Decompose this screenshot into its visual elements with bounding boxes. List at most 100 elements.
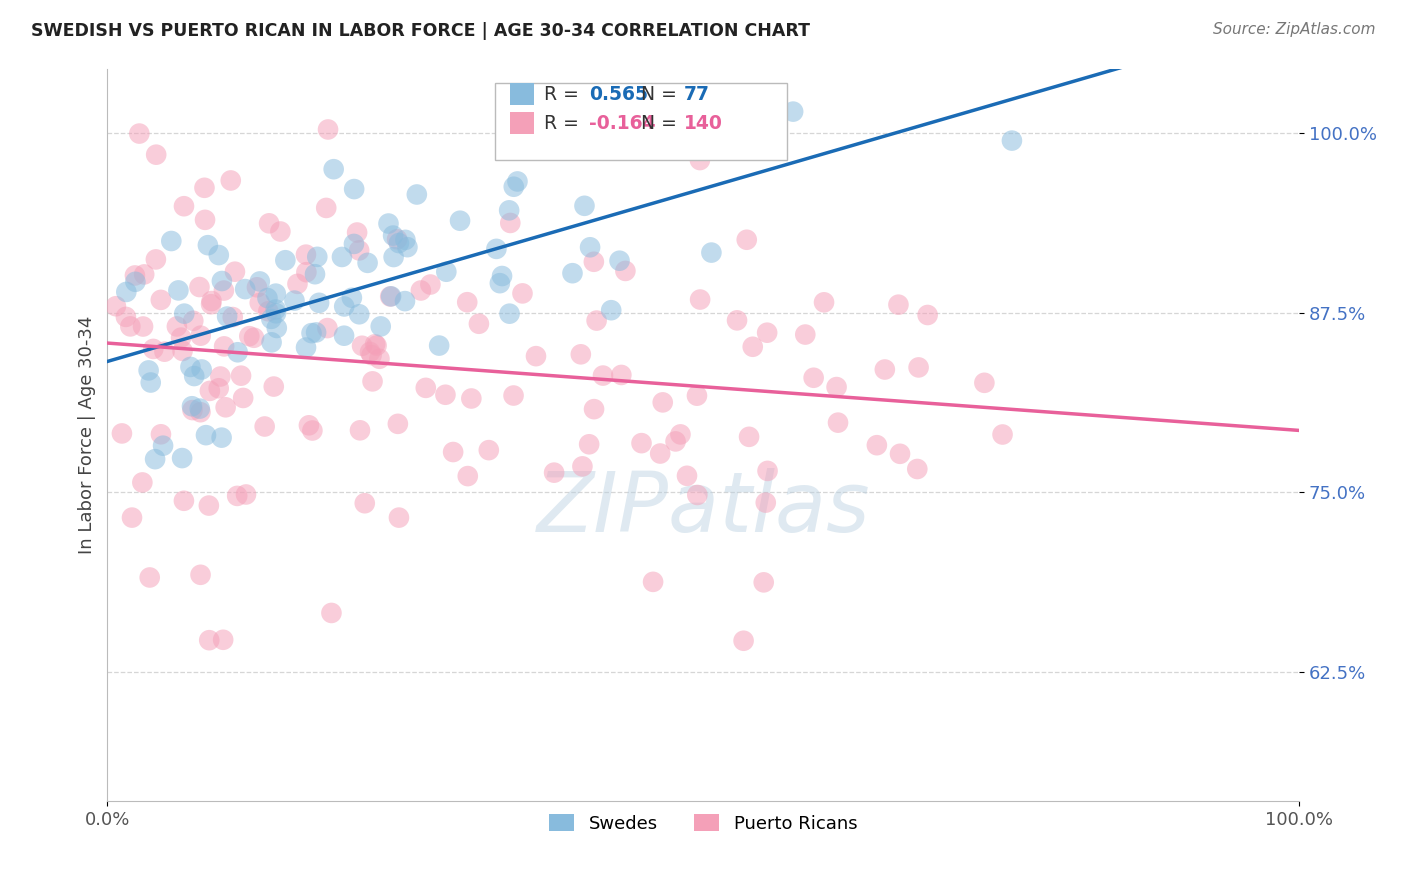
Point bbox=[188, 401, 211, 416]
Point bbox=[415, 381, 437, 395]
Point bbox=[641, 574, 664, 589]
Point bbox=[385, 232, 408, 246]
Point bbox=[266, 321, 288, 335]
Point bbox=[543, 466, 565, 480]
Point bbox=[419, 277, 441, 292]
Point bbox=[131, 475, 153, 490]
Point bbox=[377, 217, 399, 231]
Point bbox=[343, 182, 366, 196]
Point bbox=[253, 419, 276, 434]
Point bbox=[803, 371, 825, 385]
Point bbox=[153, 344, 176, 359]
Point bbox=[128, 127, 150, 141]
Point bbox=[434, 265, 457, 279]
Point bbox=[321, 606, 343, 620]
Point bbox=[582, 254, 605, 268]
Point bbox=[170, 331, 193, 345]
Point bbox=[160, 234, 183, 248]
Point bbox=[409, 284, 432, 298]
Point bbox=[725, 313, 748, 327]
Point bbox=[600, 303, 623, 318]
Point bbox=[304, 267, 326, 281]
Point bbox=[149, 293, 172, 307]
Text: Source: ZipAtlas.com: Source: ZipAtlas.com bbox=[1212, 22, 1375, 37]
Point bbox=[198, 384, 221, 398]
Point bbox=[214, 401, 236, 415]
Point bbox=[905, 462, 928, 476]
Point bbox=[121, 510, 143, 524]
Point bbox=[115, 285, 138, 299]
Point bbox=[485, 242, 508, 256]
Point bbox=[145, 147, 167, 161]
Point bbox=[380, 289, 402, 303]
Point bbox=[366, 338, 388, 352]
Point bbox=[387, 417, 409, 431]
Point bbox=[889, 447, 911, 461]
Point bbox=[356, 256, 378, 270]
Point bbox=[456, 295, 478, 310]
Point bbox=[650, 446, 672, 460]
Point bbox=[172, 343, 194, 358]
Point bbox=[315, 201, 337, 215]
FancyBboxPatch shape bbox=[510, 112, 534, 135]
Text: N =: N = bbox=[641, 114, 683, 133]
Point bbox=[578, 114, 600, 128]
Point bbox=[340, 291, 363, 305]
Point bbox=[741, 340, 763, 354]
Text: 0.565: 0.565 bbox=[589, 85, 648, 103]
Point bbox=[382, 250, 405, 264]
Point bbox=[813, 295, 835, 310]
Point bbox=[427, 338, 450, 352]
Point bbox=[149, 427, 172, 442]
Point bbox=[211, 274, 233, 288]
Point bbox=[211, 431, 233, 445]
Point bbox=[198, 633, 221, 648]
Point bbox=[194, 428, 217, 442]
Point bbox=[152, 439, 174, 453]
Point bbox=[224, 265, 246, 279]
Point bbox=[491, 268, 513, 283]
Point bbox=[173, 307, 195, 321]
Point bbox=[460, 392, 482, 406]
Text: 77: 77 bbox=[685, 85, 710, 103]
FancyBboxPatch shape bbox=[510, 83, 534, 105]
Point bbox=[574, 199, 596, 213]
Point bbox=[166, 319, 188, 334]
Point bbox=[295, 265, 318, 279]
Point bbox=[190, 328, 212, 343]
Point bbox=[308, 295, 330, 310]
Point bbox=[388, 236, 411, 251]
Point bbox=[583, 402, 606, 417]
Point bbox=[441, 445, 464, 459]
Point bbox=[457, 469, 479, 483]
Point bbox=[359, 345, 381, 359]
Point bbox=[917, 308, 939, 322]
Point bbox=[449, 213, 471, 227]
Point bbox=[489, 276, 512, 290]
Point bbox=[283, 293, 305, 308]
Point bbox=[249, 275, 271, 289]
Point bbox=[405, 187, 427, 202]
Point bbox=[360, 348, 382, 362]
Point bbox=[212, 632, 235, 647]
Point bbox=[394, 294, 416, 309]
Point bbox=[498, 203, 520, 218]
Point bbox=[370, 319, 392, 334]
Point bbox=[569, 347, 592, 361]
Point bbox=[592, 368, 614, 383]
Point bbox=[257, 216, 280, 230]
Point bbox=[249, 295, 271, 310]
Point bbox=[735, 233, 758, 247]
Point bbox=[256, 291, 278, 305]
Point bbox=[257, 304, 280, 318]
Point bbox=[269, 225, 291, 239]
Text: R =: R = bbox=[544, 114, 585, 133]
Point bbox=[235, 487, 257, 501]
Point bbox=[316, 122, 339, 136]
Point bbox=[579, 240, 602, 254]
Point bbox=[142, 342, 165, 356]
Text: -0.164: -0.164 bbox=[589, 114, 655, 133]
Point bbox=[260, 311, 283, 326]
Text: R =: R = bbox=[544, 85, 585, 103]
Point bbox=[264, 302, 287, 317]
